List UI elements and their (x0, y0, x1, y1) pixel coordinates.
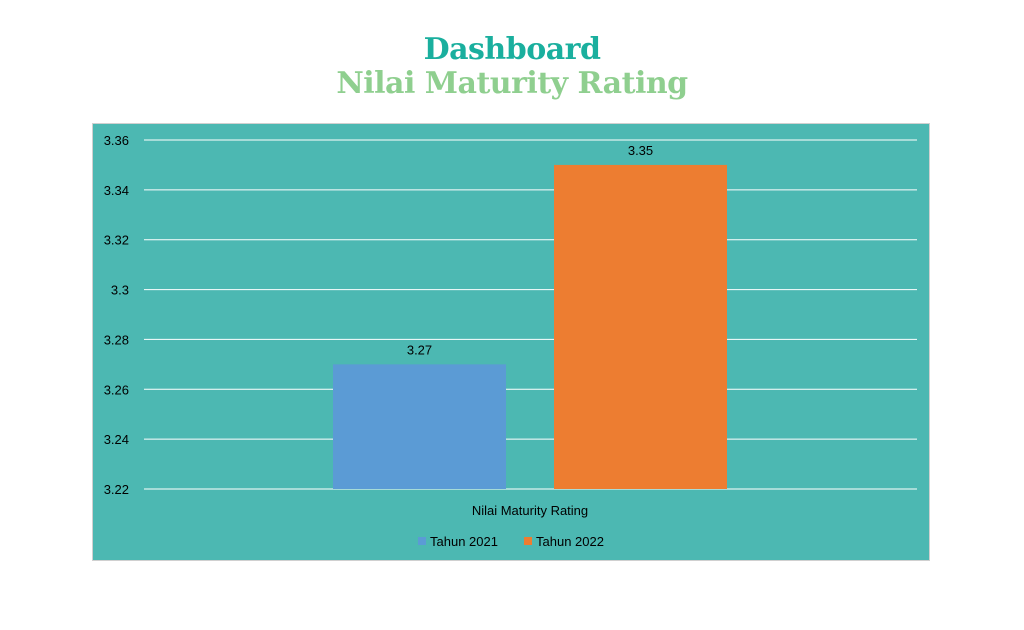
y-tick-label: 3.36 (104, 133, 129, 148)
legend-label: Tahun 2021 (430, 534, 498, 549)
page-title: Dashboard (423, 32, 601, 67)
page-subtitle: Nilai Maturity Rating (336, 66, 688, 101)
bar-tahun-2022 (554, 164, 727, 489)
y-tick-label: 3.3 (111, 283, 129, 298)
legend-swatch (524, 537, 532, 545)
y-tick-label: 3.22 (104, 482, 129, 497)
y-tick-label: 3.24 (104, 432, 129, 447)
y-tick-label: 3.26 (104, 382, 129, 397)
bar-chart: 3.22 3.24 3.26 3.28 3.3 3.32 3.34 3.36 3.27 3.35 N… (104, 133, 917, 549)
data-label: 3.27 (407, 342, 432, 357)
y-tick-label: 3.32 (104, 233, 129, 248)
chart-area: 3.22 3.24 3.26 3.28 3.3 3.32 3.34 3.36 3.27 3.35 N… (92, 123, 930, 561)
legend-label: Tahun 2022 (536, 534, 604, 549)
bar-tahun-2021 (333, 364, 506, 489)
y-tick-label: 3.34 (104, 183, 129, 198)
data-label: 3.35 (628, 143, 653, 158)
y-tick-label: 3.28 (104, 332, 129, 347)
legend-swatch (418, 537, 426, 545)
x-category-label: Nilai Maturity Rating (472, 503, 588, 518)
